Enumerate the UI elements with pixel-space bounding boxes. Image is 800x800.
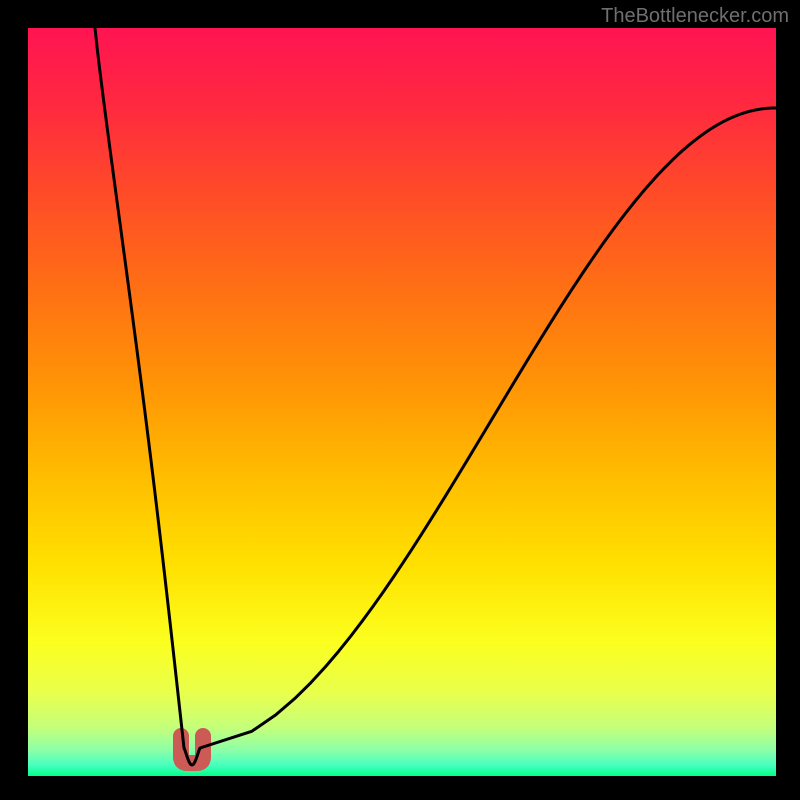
- curve-layer: [28, 28, 776, 776]
- bottleneck-curve: [95, 28, 776, 765]
- watermark-text: TheBottlenecker.com: [601, 5, 789, 28]
- plot-area: [28, 28, 776, 776]
